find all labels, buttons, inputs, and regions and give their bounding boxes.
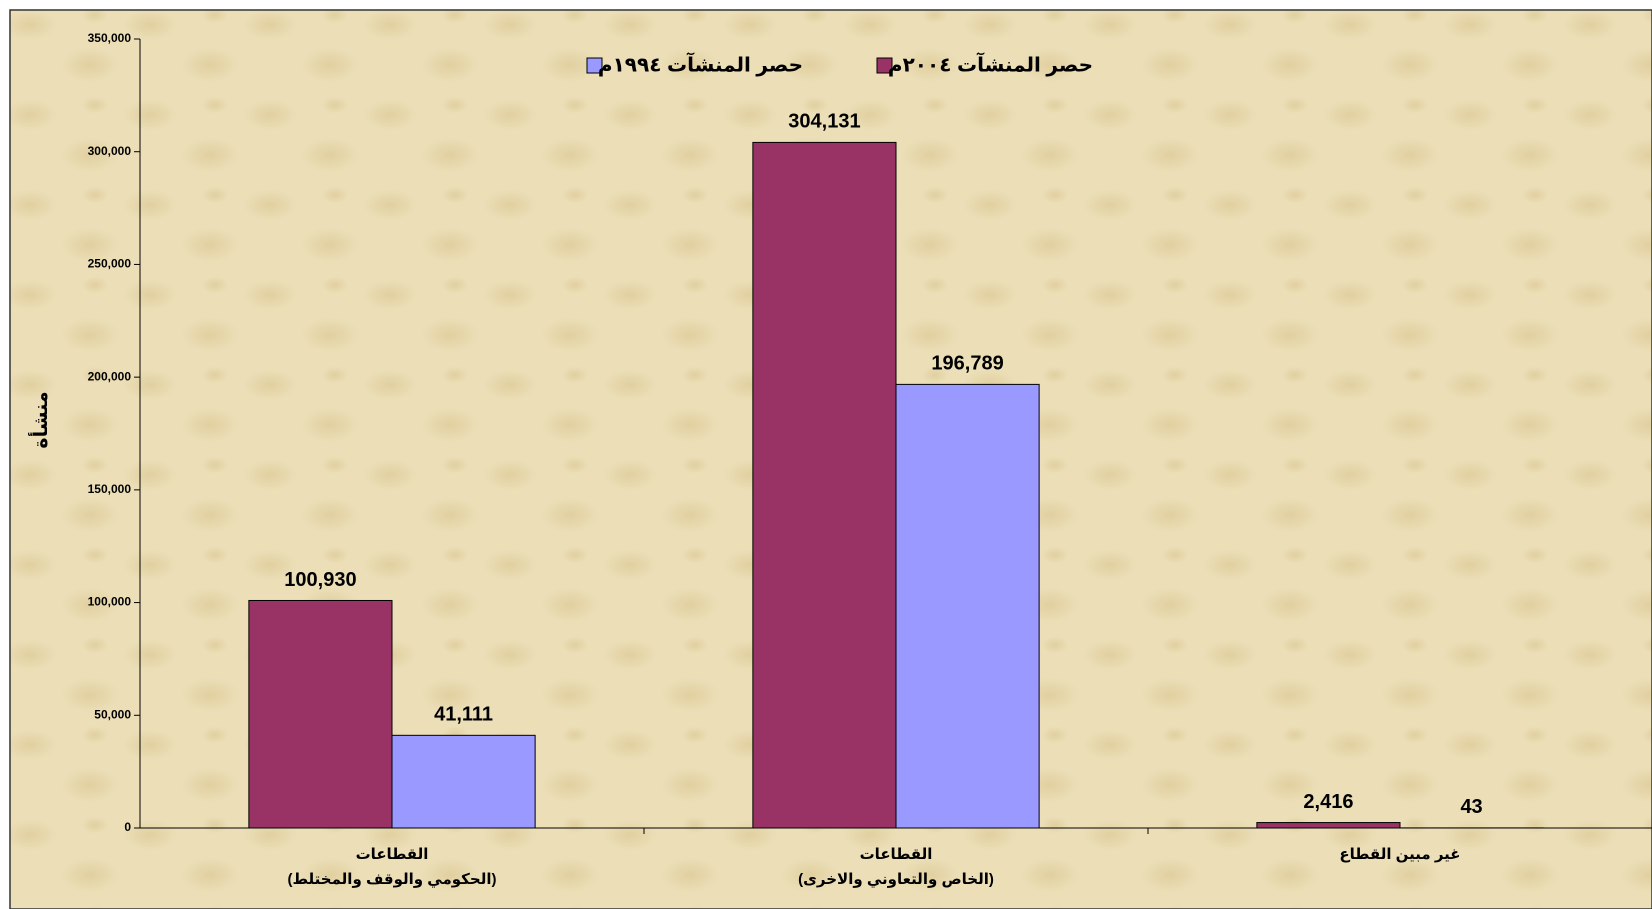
x-tick-label: القطاعات xyxy=(860,846,933,863)
value-label: 2,416 xyxy=(1303,791,1353,813)
value-label: 196,789 xyxy=(931,353,1003,375)
bar xyxy=(752,141,897,829)
y-tick-label: 150,000 xyxy=(88,482,132,496)
y-tick-label: 350,000 xyxy=(88,31,132,45)
x-tick-label: القطاعات xyxy=(356,846,429,863)
legend-label: حصر المنشآت ٢٠٠٤م xyxy=(888,51,1093,76)
y-tick-label: 200,000 xyxy=(88,369,132,383)
x-tick-label: غير مبين القطاع xyxy=(1339,846,1460,863)
y-tick-label: 0 xyxy=(124,820,131,834)
value-label: 41,111 xyxy=(434,704,493,726)
x-tick-label: (الخاص والتعاوني والاخرى) xyxy=(798,871,994,888)
bar xyxy=(1256,822,1401,829)
value-label: 43 xyxy=(1460,796,1482,818)
y-tick-label: 100,000 xyxy=(88,595,132,609)
y-axis-label: منشأة xyxy=(28,391,52,448)
y-tick-label: 250,000 xyxy=(88,257,132,271)
bar xyxy=(895,383,1040,829)
y-tick-label: 300,000 xyxy=(88,144,132,158)
bar xyxy=(248,599,393,829)
legend-label: حصر المنشآت ١٩٩٤م xyxy=(598,51,803,76)
legend-swatch xyxy=(586,57,603,74)
value-label: 100,930 xyxy=(284,569,356,591)
y-tick-label: 50,000 xyxy=(94,707,131,721)
value-label: 304,131 xyxy=(788,111,860,133)
bar xyxy=(391,734,536,829)
x-tick-label: (الحكومي والوقف والمختلط) xyxy=(288,871,497,888)
legend-swatch xyxy=(876,57,893,74)
